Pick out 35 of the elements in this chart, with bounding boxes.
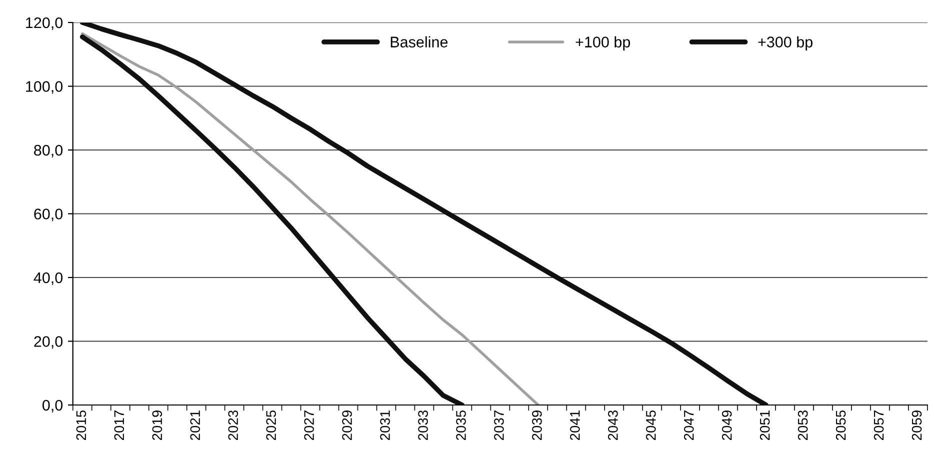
legend-label: +300 bp	[758, 36, 812, 50]
x-tick-label: 2047	[684, 410, 694, 440]
y-tick-label: 100,0	[26, 81, 63, 94]
x-tick-label: 2017	[114, 410, 124, 440]
x-tick-label: 2035	[456, 410, 466, 440]
x-tick-label: 2021	[190, 410, 200, 440]
x-tick-label: 2037	[494, 410, 504, 440]
y-tick-label: 60,0	[34, 208, 63, 222]
y-tick-label: 80,0	[34, 144, 63, 158]
x-tick-label: 2041	[570, 410, 580, 440]
x-tick-label: 2015	[76, 410, 86, 440]
x-tick-label: 2053	[798, 410, 808, 440]
x-tick-label: 2029	[342, 410, 352, 440]
y-tick-label: 120,0	[26, 17, 63, 30]
x-tick-label: 2049	[722, 410, 732, 440]
x-tick-label: 2045	[646, 410, 656, 440]
x-tick-label: 2031	[380, 410, 390, 440]
line-series	[80, 32, 540, 405]
y-tick-label: 0,0	[42, 400, 63, 412]
y-tick-label: 20,0	[34, 336, 63, 349]
x-tick-label: 2025	[266, 410, 276, 440]
x-tick-label: 2019	[152, 410, 162, 440]
x-tick-label: 2023	[228, 410, 238, 440]
legend-label: Baseline	[390, 36, 448, 48]
legend-label: +100 bp	[576, 36, 630, 50]
line-series	[80, 34, 465, 405]
x-tick-label: 2059	[912, 410, 922, 440]
x-tick-label: 2033	[418, 410, 428, 440]
x-tick-label: 2057	[874, 410, 884, 440]
x-tick-label: 2043	[608, 410, 618, 440]
y-tick-label: 40,0	[34, 272, 63, 285]
x-tick-label: 2039	[532, 410, 542, 440]
x-tick-label: 2027	[304, 410, 314, 440]
x-tick-label: 2055	[836, 410, 846, 440]
x-tick-label: 2051	[760, 410, 770, 440]
